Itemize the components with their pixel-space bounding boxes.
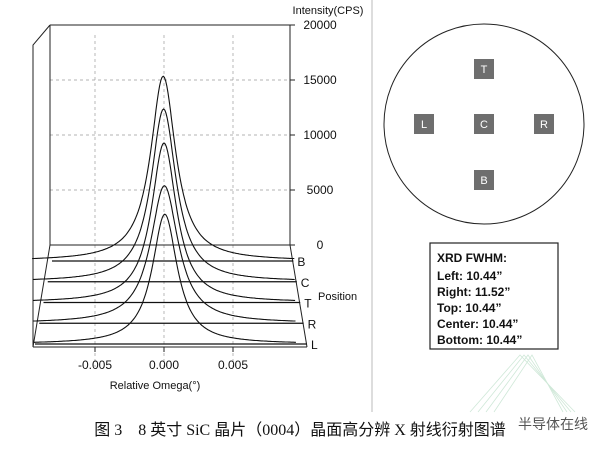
fwhm-line: Center: 10.44” xyxy=(437,317,518,331)
wafer-map: T L C R B xyxy=(383,23,585,413)
y-axis-label: Intensity(CPS) xyxy=(293,5,364,17)
y-tick-label: 20000 xyxy=(303,18,337,32)
series-label: L xyxy=(311,338,318,352)
series-label: R xyxy=(308,317,317,331)
fwhm-line: Right: 11.52” xyxy=(437,285,510,299)
watermark: 半导体在线 xyxy=(518,414,588,434)
fwhm-line: Top: 10.44” xyxy=(437,301,501,315)
series-curve xyxy=(33,185,296,322)
y-tick-label: 0 xyxy=(317,238,324,252)
wafer-point-label: C xyxy=(480,119,488,131)
series-label: C xyxy=(301,276,310,290)
position-axis-label: Position xyxy=(318,291,357,303)
y-tick-label: 15000 xyxy=(303,73,337,87)
watermark-line xyxy=(493,354,564,413)
right-edge xyxy=(289,244,308,348)
wafer-point-marker xyxy=(414,114,434,134)
wafer-point-label: L xyxy=(421,119,427,131)
xrd-figure: 05000100001500020000Intensity(CPS)BCTRLP… xyxy=(32,0,585,413)
wafer-point-label: T xyxy=(481,64,488,76)
x-tick-label: -0.005 xyxy=(78,358,112,372)
watermark-line xyxy=(477,354,572,413)
fwhm-line: Bottom: 10.44” xyxy=(437,333,522,347)
y-tick-label: 5000 xyxy=(307,183,334,197)
y-tick-label: 10000 xyxy=(303,128,337,142)
wafer-point-label: R xyxy=(540,119,548,131)
fwhm-line: Left: 10.44” xyxy=(437,269,502,283)
series-label: B xyxy=(297,255,305,269)
series-label: T xyxy=(304,297,312,311)
fwhm-title: XRD FWHM: xyxy=(437,251,507,265)
x-tick-label: 0.005 xyxy=(218,358,248,372)
wafer-point-marker xyxy=(534,114,554,134)
watermark-line xyxy=(485,354,568,413)
wafer-point-label: B xyxy=(480,175,487,187)
fwhm-box-border xyxy=(429,242,559,350)
x-axis-label: Relative Omega(°) xyxy=(110,380,201,392)
fwhm-box: XRD FWHM: Left: 10.44” Right: 11.52” Top: 1… xyxy=(429,242,559,350)
left-wall xyxy=(32,24,51,348)
watermark-line xyxy=(469,354,576,413)
x-tick-label: 0.000 xyxy=(149,358,179,372)
series-curve xyxy=(32,75,295,260)
wafer-point-marker xyxy=(474,59,494,79)
figure-caption: 图 3 8 英寸 SiC 晶片（0004）晶面高分辨 X 射线衍射图谱 xyxy=(94,422,506,439)
series-curve xyxy=(33,213,296,343)
series-curve xyxy=(32,108,295,281)
series-curve xyxy=(32,142,296,301)
wafer-point-marker xyxy=(474,114,494,134)
wafer-point-marker xyxy=(474,170,494,190)
wafer-outline xyxy=(383,23,585,225)
